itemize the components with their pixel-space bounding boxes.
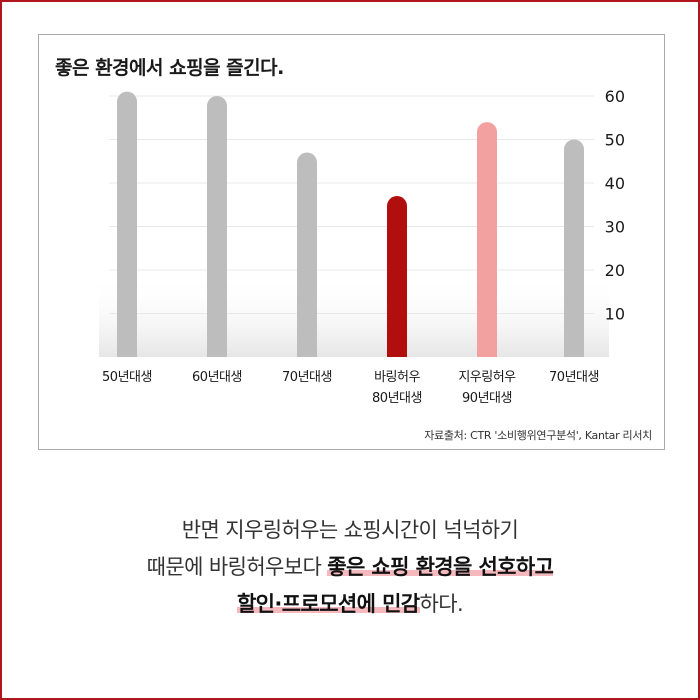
bar-base (387, 347, 407, 357)
caption-highlight: 좋은 쇼핑 환경을 선호하고 (327, 555, 554, 579)
source-note: 자료출처: CTR '소비행위연구분석', Kantar 리서치 (424, 429, 652, 442)
bar (564, 139, 584, 357)
caption-line-3: 할인·프로모션에 민감하다. (0, 586, 700, 623)
x-tick-label: 70년대생 (282, 370, 332, 385)
y-tick-label: 20 (605, 261, 625, 280)
caption-text: 하다. (419, 592, 464, 616)
plot-shade (99, 275, 609, 357)
x-tick-label: 70년대생 (549, 370, 599, 385)
bar (207, 96, 227, 357)
y-tick-label: 50 (605, 131, 625, 150)
bar-base (564, 347, 584, 357)
bar-base (207, 347, 227, 357)
x-tick-label: 60년대생 (192, 370, 242, 385)
x-tick-label: 90년대생 (462, 391, 512, 406)
y-tick-label: 60 (605, 87, 625, 106)
caption-highlight: 할인·프로모션에 민감 (236, 592, 420, 616)
caption-line-1: 반면 지우링허우는 쇼핑시간이 넉넉하기 (0, 512, 700, 549)
x-tick-label: 지우링허우 (458, 370, 516, 385)
x-tick-label: 80년대생 (372, 391, 422, 406)
chart-panel: 좋은 환경에서 쇼핑을 즐긴다. 10 20 30 40 50 60 50년대생 60년대생 7… (38, 34, 665, 450)
chart-title: 좋은 환경에서 쇼핑을 즐긴다. (55, 57, 284, 79)
bar-base (297, 347, 317, 357)
bar (297, 152, 317, 357)
bar (117, 91, 137, 358)
bar-base (117, 347, 137, 357)
bar-base (477, 347, 497, 357)
bar (387, 196, 407, 357)
caption: 반면 지우링허우는 쇼핑시간이 넉넉하기 때문에 바링허우보다 좋은 쇼핑 환경… (0, 512, 700, 623)
caption-line-2: 때문에 바링허우보다 좋은 쇼핑 환경을 선호하고 (0, 549, 700, 586)
caption-text: 때문에 바링허우보다 (146, 555, 328, 579)
y-tick-label: 40 (605, 174, 625, 193)
y-tick-label: 10 (605, 305, 625, 324)
x-tick-label: 50년대생 (102, 370, 152, 385)
x-tick-label: 바링허우 (374, 370, 420, 385)
y-tick-label: 30 (605, 218, 625, 237)
bar-chart: 10 20 30 40 50 60 50년대생 60년대생 70년대생 바링허우 80년대생 지우링허… (99, 87, 625, 406)
caption-text: 반면 지우링허우는 쇼핑시간이 넉넉하기 (181, 518, 519, 542)
bar (477, 122, 497, 357)
